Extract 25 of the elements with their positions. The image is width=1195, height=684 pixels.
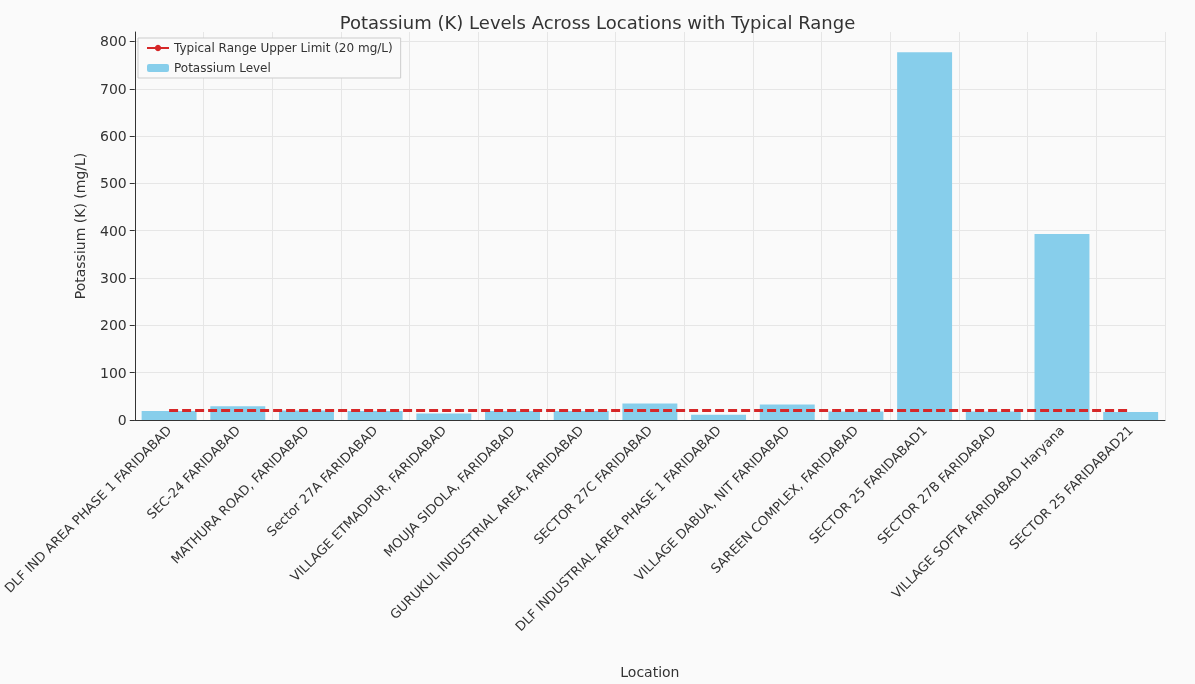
y-tick-label: 0: [117, 412, 127, 428]
x-axis-title: Location: [620, 664, 680, 680]
chart-title: Potassium (K) Levels Across Locations with Typical Range: [339, 11, 856, 33]
bar: [1103, 411, 1159, 420]
bar: [691, 414, 747, 420]
bar: [897, 52, 953, 420]
y-tick-label: 600: [100, 128, 127, 145]
y-tick-label: 700: [100, 80, 127, 97]
y-tick-label: 100: [100, 364, 127, 381]
bar: [485, 411, 540, 420]
y-tick-label: 400: [100, 222, 127, 239]
y-tick-label: 200: [100, 317, 127, 334]
legend-label: Potassium Level: [174, 61, 271, 75]
bar: [553, 411, 609, 420]
bar: [416, 413, 472, 420]
bar: [1034, 234, 1090, 420]
bar: [141, 411, 197, 420]
y-tick-label: 800: [100, 33, 127, 50]
bar: [828, 411, 884, 420]
legend-label: Typical Range Upper Limit (20 mg/L): [173, 41, 393, 55]
bar: [965, 411, 1021, 420]
y-axis-title: Potassium (K) (mg/L): [71, 152, 88, 300]
y-tick-label: 300: [100, 270, 127, 287]
bar: [347, 411, 403, 420]
y-tick-label: 500: [100, 175, 127, 192]
